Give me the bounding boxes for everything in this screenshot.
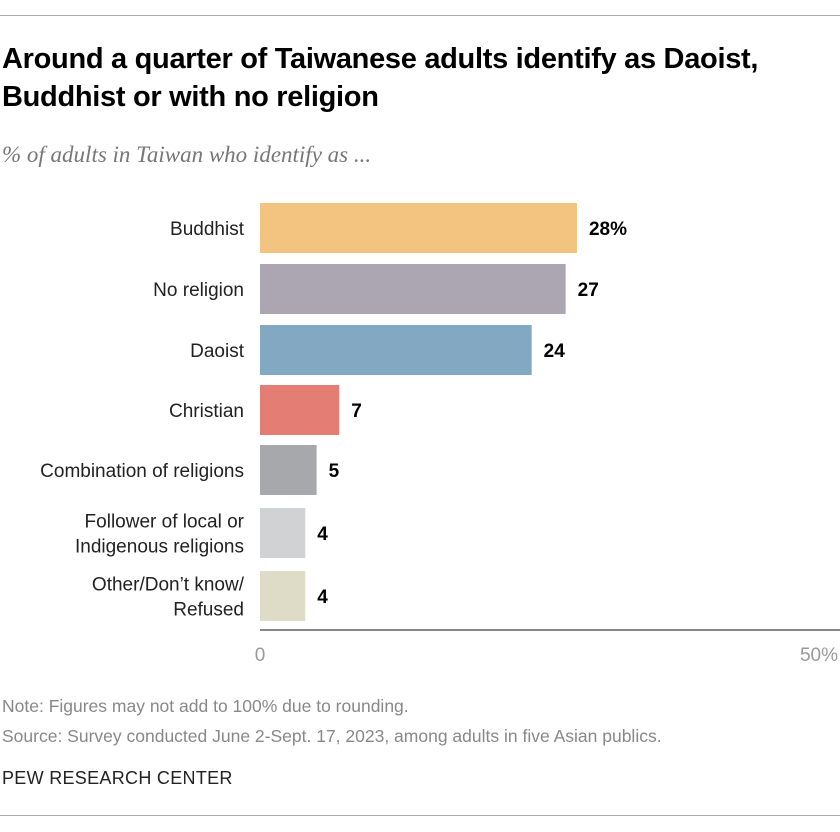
tick-label: 0 — [255, 645, 266, 666]
category-label: Refused — [173, 600, 244, 621]
category-label: No religion — [153, 280, 244, 301]
value-label: 28% — [589, 219, 627, 240]
category-label: Buddhist — [170, 219, 245, 240]
category-label: Christian — [169, 401, 244, 422]
category-label: Daoist — [190, 341, 245, 362]
category-label: Follower of local or — [85, 512, 245, 533]
bar — [260, 508, 306, 558]
bar — [260, 571, 306, 621]
bar — [260, 445, 317, 495]
value-label: 4 — [317, 524, 328, 545]
bar — [260, 264, 566, 314]
bar — [260, 385, 340, 435]
chart-subtitle: % of adults in Taiwan who identify as ..… — [2, 142, 372, 167]
value-label: 4 — [317, 587, 328, 608]
source: Source: Survey conducted June 2-Sept. 17… — [2, 726, 662, 746]
bar — [260, 325, 532, 375]
tick-label: 50% — [800, 645, 838, 666]
bottom-rule — [0, 815, 840, 816]
bar-chart: 28% Buddhist 27 No religion 24 Daoist 7 Christi… — [40, 203, 840, 666]
value-label: 27 — [578, 280, 599, 301]
brand-logo: PEW RESEARCH CENTER — [2, 768, 233, 788]
note: Note: Figures may not add to 100% due to… — [2, 696, 409, 716]
bar — [260, 203, 577, 253]
value-label: 7 — [351, 401, 362, 422]
category-label: Combination of religions — [40, 461, 244, 482]
chart-title: Around a quarter of Taiwanese adults ide… — [2, 43, 759, 113]
value-label: 24 — [544, 341, 566, 362]
category-label: Other/Don’t know/ — [92, 575, 245, 596]
top-rule — [0, 15, 840, 16]
value-label: 5 — [329, 461, 340, 482]
category-label: Indigenous religions — [75, 537, 244, 558]
